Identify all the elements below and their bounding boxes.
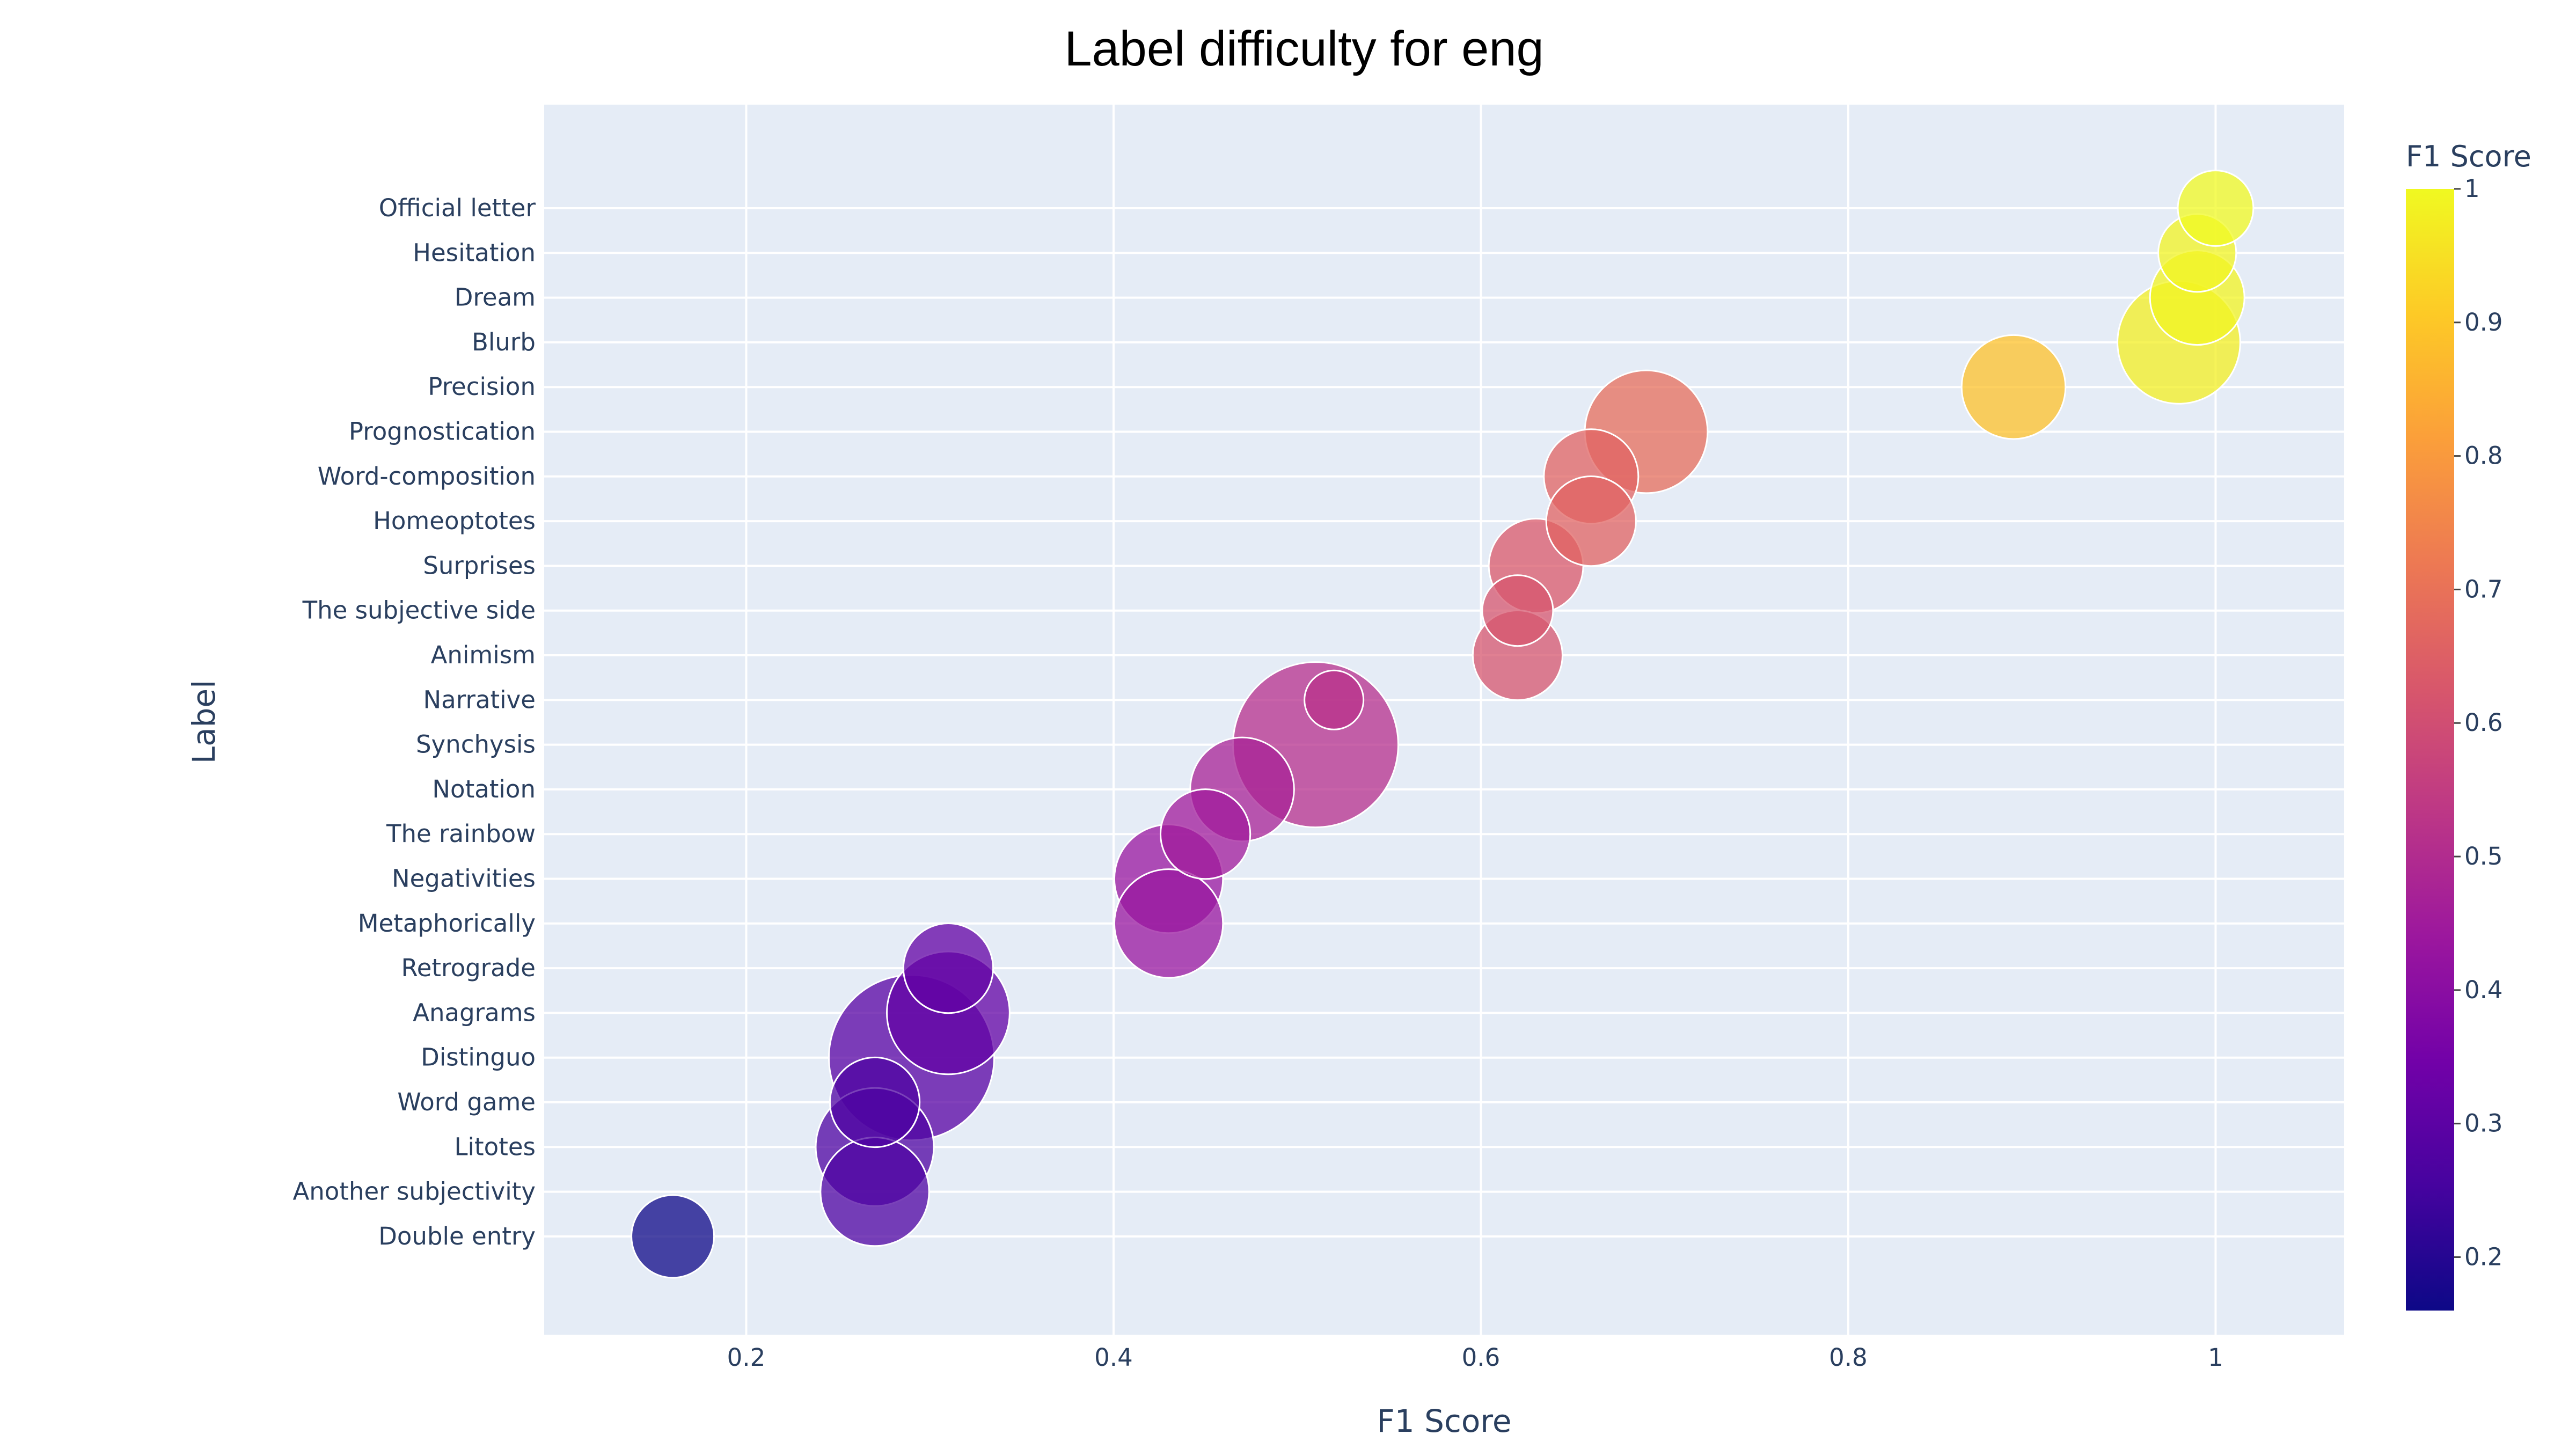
- colorbar-tick-label: 0.3: [2464, 1109, 2503, 1138]
- colorbar-tick-label: 0.6: [2464, 708, 2503, 737]
- y-tick-label: Distinguo: [421, 1043, 536, 1072]
- y-tick-label: Blurb: [472, 328, 536, 356]
- y-tick-label: Litotes: [454, 1132, 536, 1161]
- y-tick-label: Dream: [455, 283, 536, 312]
- bubble-point: [1960, 334, 2067, 440]
- bubble-point: [819, 1136, 930, 1247]
- colorbar-tick-label: 0.5: [2464, 842, 2503, 870]
- y-tick-label: Animism: [431, 641, 536, 669]
- x-tick-label: 0.8: [1829, 1343, 1868, 1372]
- bubble-point: [1304, 669, 1365, 730]
- x-tick-label: 1: [2208, 1343, 2223, 1372]
- x-tick-label: 0.4: [1094, 1343, 1133, 1372]
- y-tick-label: Precision: [428, 372, 536, 401]
- y-tick-label: Double entry: [378, 1222, 536, 1250]
- bubble-point: [1545, 475, 1637, 567]
- colorbar-gradient: [2406, 189, 2454, 1311]
- y-tick-label: Homeoptotes: [373, 507, 536, 535]
- colorbar-tick-label: 1: [2464, 174, 2480, 203]
- y-tick-label: Word-composition: [318, 462, 536, 491]
- colorbar-tick-label: 0.7: [2464, 575, 2503, 603]
- bubble-point: [902, 923, 994, 1014]
- y-tick-label: Retrograde: [401, 954, 536, 982]
- bubble-point: [2177, 170, 2255, 247]
- colorbar: F1 Score 0.2 0.3 0.4 0.5 0.6 0.7 0.8 0.9 1: [2406, 140, 2531, 1311]
- colorbar-tick-label: 0.9: [2464, 308, 2503, 336]
- y-tick-label: The rainbow: [386, 819, 536, 848]
- y-tick-label: Prognostication: [349, 418, 536, 446]
- colorbar-ticks: 0.2 0.3 0.4 0.5 0.6 0.7 0.8 0.9 1: [2454, 174, 2503, 1271]
- y-tick-label: Synchysis: [416, 730, 536, 759]
- colorbar-tick-label: 0.8: [2464, 442, 2503, 470]
- colorbar-tick-label: 0.2: [2464, 1242, 2503, 1271]
- y-tick-label: Another subjectivity: [292, 1177, 536, 1206]
- colorbar-title: F1 Score: [2406, 140, 2531, 173]
- y-tick-label: The subjective side: [302, 596, 536, 625]
- x-tick-label: 0.2: [727, 1343, 766, 1372]
- y-axis-title: Label: [186, 680, 222, 764]
- gridlines: [544, 105, 2344, 1335]
- x-axis-title: F1 Score: [1377, 1403, 1511, 1439]
- x-axis-tick-labels: 0.2 0.4 0.6 0.8 1: [727, 1343, 2223, 1372]
- y-tick-label: Hesitation: [413, 238, 536, 267]
- bubble-point: [631, 1194, 715, 1279]
- y-tick-label: Negativities: [392, 865, 536, 893]
- y-axis-tick-labels: Official letter Hesitation Dream Blurb Preci…: [292, 194, 536, 1250]
- colorbar-tick-label: 0.4: [2464, 976, 2503, 1004]
- y-tick-label: Notation: [432, 775, 536, 803]
- y-tick-label: Official letter: [379, 194, 536, 222]
- bubble-point: [1159, 788, 1252, 880]
- y-tick-label: Narrative: [423, 685, 536, 714]
- plot-background: [544, 105, 2344, 1335]
- chart-title: Label difficulty for eng: [1064, 21, 1543, 76]
- y-tick-label: Anagrams: [413, 998, 536, 1027]
- y-tick-label: Metaphorically: [358, 909, 536, 938]
- bubble-point: [829, 1056, 921, 1148]
- bubble-point: [1481, 574, 1554, 647]
- data-points: [631, 170, 2255, 1279]
- bubble-point: [1113, 868, 1224, 979]
- y-tick-label: Word game: [397, 1088, 536, 1116]
- y-tick-label: Surprises: [423, 551, 536, 580]
- x-tick-label: 0.6: [1462, 1343, 1501, 1372]
